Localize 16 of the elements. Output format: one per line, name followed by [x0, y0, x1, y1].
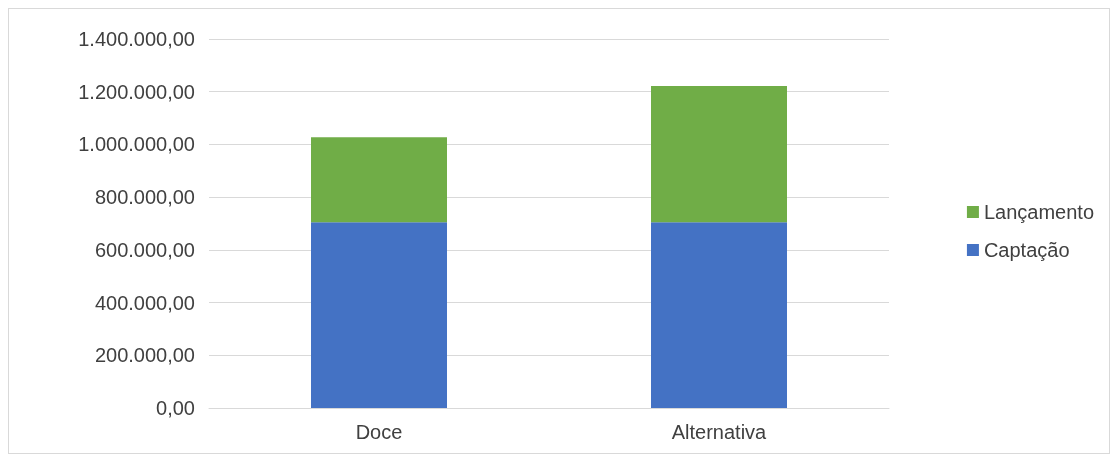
bar	[651, 222, 787, 408]
y-tick-label: 400.000,00	[94, 291, 195, 314]
x-tick-label: Doce	[355, 421, 403, 443]
y-tick-label: 0,00	[156, 397, 195, 419]
legend-label: Lançamento	[983, 201, 1094, 223]
y-tick-label: 1.400.000,00	[78, 28, 195, 50]
bar	[311, 137, 447, 223]
y-tick-label: 800.000,00	[94, 186, 195, 209]
x-tick-label: Alternativa	[671, 421, 768, 443]
y-tick-label: 600.000,00	[94, 238, 195, 261]
legend-label: Captação	[983, 239, 1070, 261]
bar	[311, 222, 447, 408]
y-tick-label: 1.000.000,00	[78, 133, 195, 156]
y-tick-label: 200.000,00	[94, 344, 195, 367]
y-tick-label: 1.200.000,00	[78, 80, 195, 103]
bar	[651, 85, 787, 223]
